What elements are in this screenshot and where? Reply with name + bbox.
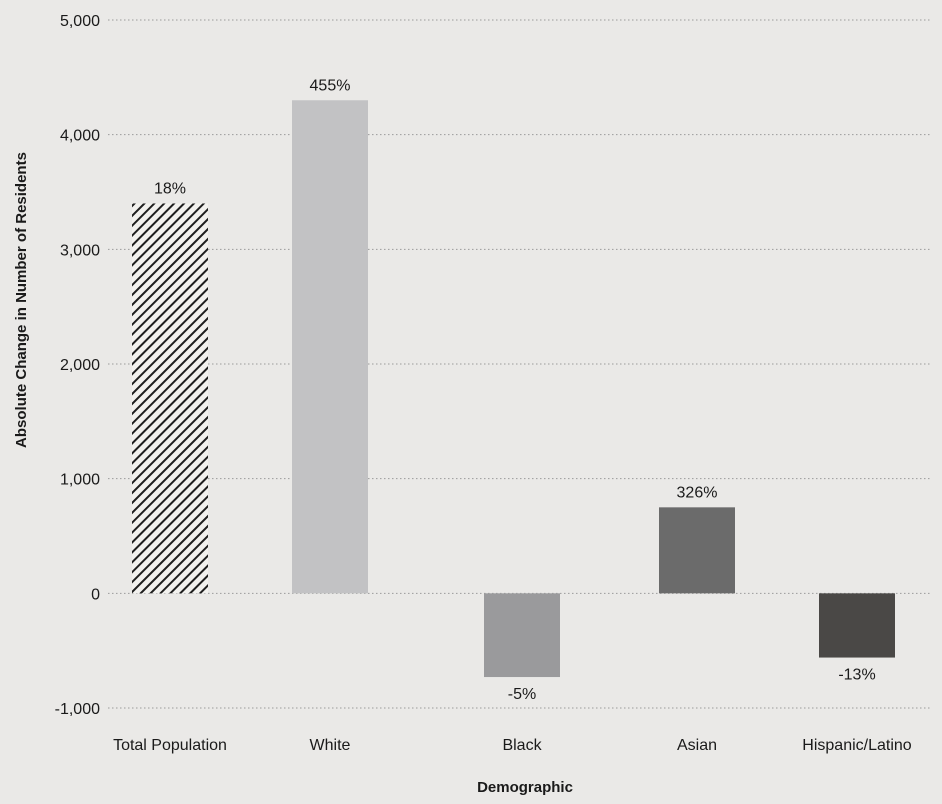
y-tick-label: 1,000 — [60, 472, 100, 489]
y-tick-label: 5,000 — [60, 13, 100, 30]
x-tick-label: Hispanic/Latino — [802, 737, 912, 754]
y-tick-label: 4,000 — [60, 128, 100, 145]
y-tick-label: 3,000 — [60, 242, 100, 259]
y-tick-label: 0 — [91, 586, 100, 603]
data-label: 326% — [677, 484, 718, 501]
gridlines — [108, 19, 930, 709]
data-label: 18% — [154, 180, 186, 197]
bar — [819, 593, 895, 658]
bar — [292, 100, 368, 594]
data-label: 455% — [310, 77, 351, 94]
bar — [484, 593, 560, 678]
y-axis-title: Absolute Change in Number of Residents — [13, 152, 30, 448]
data-label: -5% — [508, 686, 536, 703]
x-tick-label: White — [310, 737, 351, 754]
y-tick-label: -1,000 — [55, 701, 100, 718]
x-tick-label: Black — [502, 737, 542, 754]
x-axis-title: Demographic — [477, 779, 573, 796]
data-label: -13% — [838, 667, 875, 684]
y-tick-label: 2,000 — [60, 357, 100, 374]
y-axis-ticks: -1,000 0 1,000 2,000 3,000 4,000 5,000 — [55, 13, 100, 718]
bar — [132, 203, 208, 594]
bars — [132, 100, 895, 678]
bar — [659, 507, 735, 594]
x-axis-categories: Total Population White Black Asian Hispanic/… — [113, 737, 912, 754]
x-tick-label: Asian — [677, 737, 717, 754]
data-labels: 18% 455% -5% 326% -13% — [154, 77, 876, 703]
x-tick-label: Total Population — [113, 737, 227, 754]
